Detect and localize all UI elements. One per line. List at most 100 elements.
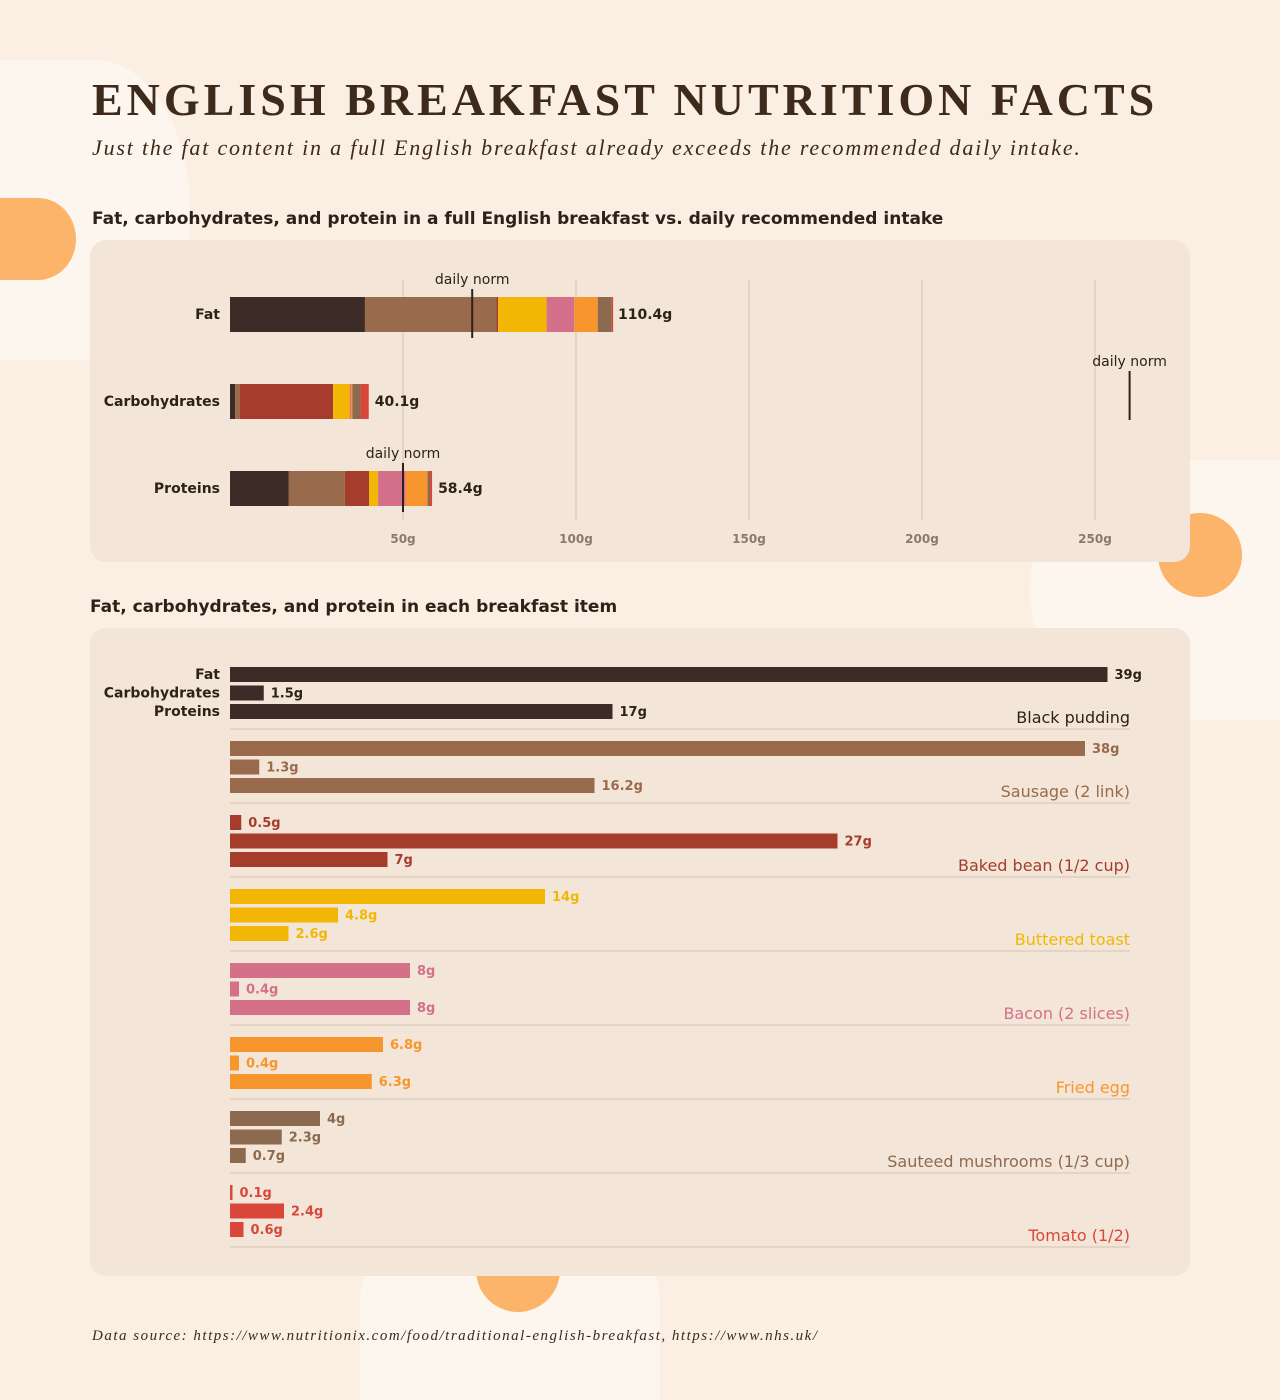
daily-norm-label: daily norm — [1092, 354, 1167, 370]
daily-norm-label: daily norm — [366, 446, 441, 462]
bar — [230, 1222, 244, 1237]
chart1-title: Fat, carbohydrates, and protein in a ful… — [92, 209, 944, 229]
bar-segment — [597, 297, 612, 332]
bar-segment — [239, 384, 334, 419]
bar-segment — [369, 471, 379, 506]
x-tick-label: 250g — [1078, 532, 1112, 546]
item-label: Black pudding — [1016, 708, 1130, 727]
bar-segment — [230, 471, 289, 506]
value-label: 4.8g — [345, 909, 377, 924]
bar — [230, 667, 1108, 682]
bar — [230, 1185, 233, 1200]
value-label: 2.3g — [289, 1131, 321, 1146]
value-label: 8g — [417, 1001, 435, 1016]
item-label: Sausage (2 link) — [1001, 782, 1130, 801]
value-label: 6.3g — [379, 1075, 411, 1090]
bar — [230, 1037, 383, 1052]
item-label: Buttered toast — [1015, 930, 1130, 949]
bar-segment — [378, 471, 406, 506]
bar — [230, 926, 289, 941]
value-label: 0.4g — [246, 983, 278, 998]
value-label: 7g — [395, 853, 413, 868]
x-tick-label: 50g — [390, 532, 415, 546]
category-label: Proteins — [154, 481, 220, 497]
x-tick-label: 150g — [732, 532, 766, 546]
page-subtitle: Just the fat content in a full English b… — [92, 135, 1082, 160]
item-label: Tomato (1/2) — [1027, 1226, 1130, 1245]
bar — [230, 907, 338, 923]
bar — [230, 981, 239, 997]
bar — [230, 1000, 410, 1015]
page-title: ENGLISH BREAKFAST NUTRITION FACTS — [92, 74, 1159, 125]
bar-segment — [230, 384, 236, 419]
total-label: 58.4g — [438, 481, 483, 497]
value-label: 2.4g — [291, 1205, 323, 1220]
bar-segment — [498, 297, 547, 332]
value-label: 39g — [1115, 668, 1142, 683]
bar — [230, 833, 838, 849]
total-label: 40.1g — [375, 394, 420, 410]
x-tick-label: 200g — [905, 532, 939, 546]
value-label: 0.1g — [240, 1186, 272, 1201]
value-label: 2.6g — [296, 927, 328, 942]
value-label: 16.2g — [602, 779, 643, 794]
value-label: 17g — [620, 705, 647, 720]
data-source: Data source: https://www.nutritionix.com… — [92, 1328, 819, 1344]
bar — [230, 1055, 239, 1071]
bar-segment — [351, 384, 353, 419]
value-label: 0.6g — [251, 1223, 283, 1238]
bar — [230, 741, 1085, 756]
value-label: 38g — [1092, 742, 1119, 757]
bar-segment — [364, 297, 497, 332]
legend-label: Proteins — [154, 704, 220, 720]
bar — [230, 1129, 282, 1145]
bar-segment — [427, 471, 430, 506]
bar-segment — [230, 297, 365, 332]
bar — [230, 815, 242, 830]
value-label: 8g — [417, 964, 435, 979]
bar-segment — [574, 297, 598, 332]
bar-segment — [344, 471, 370, 506]
bar-segment — [349, 384, 352, 419]
value-label: 1.3g — [266, 761, 298, 776]
category-label: Carbohydrates — [104, 394, 220, 410]
value-label: 27g — [845, 835, 872, 850]
chart2-panel — [90, 628, 1190, 1276]
value-label: 6.8g — [390, 1038, 422, 1053]
value-label: 1.5g — [271, 687, 303, 702]
bar — [230, 1148, 246, 1163]
x-tick-label: 100g — [559, 532, 593, 546]
legend-label: Carbohydrates — [104, 686, 220, 702]
bar-segment — [546, 297, 575, 332]
bar-segment — [429, 471, 433, 506]
bar-segment — [405, 471, 428, 506]
bar — [230, 778, 595, 793]
bar — [230, 1111, 320, 1126]
egg-yolk-decoration — [0, 198, 76, 280]
bar — [230, 852, 388, 867]
bar — [230, 963, 410, 978]
bar — [230, 704, 613, 719]
chart2-title: Fat, carbohydrates, and protein in each … — [90, 597, 618, 617]
value-label: 0.4g — [246, 1057, 278, 1072]
daily-norm-label: daily norm — [435, 272, 510, 288]
legend-label: Fat — [195, 667, 220, 683]
total-label: 110.4g — [618, 307, 672, 323]
value-label: 4g — [327, 1112, 345, 1127]
bar-segment — [352, 384, 361, 419]
stacked-bar-chart: 50g 100g 150g 200g 250g Fat 110.4g daily norm Ca… — [104, 272, 1167, 546]
category-label: Fat — [195, 307, 220, 323]
item-label: Fried egg — [1056, 1078, 1130, 1097]
item-label: Bacon (2 slices) — [1003, 1004, 1130, 1023]
bar-segment — [235, 384, 240, 419]
value-label: 0.5g — [248, 816, 280, 831]
bar — [230, 1074, 372, 1089]
bar-segment — [496, 297, 499, 332]
bar-segment — [333, 384, 350, 419]
item-label: Sauteed mushrooms (1/3 cup) — [887, 1152, 1130, 1171]
value-label: 0.7g — [253, 1149, 285, 1164]
value-label: 14g — [552, 890, 579, 905]
bar-segment — [288, 471, 345, 506]
item-label: Baked bean (1/2 cup) — [958, 856, 1130, 875]
bar — [230, 759, 260, 775]
